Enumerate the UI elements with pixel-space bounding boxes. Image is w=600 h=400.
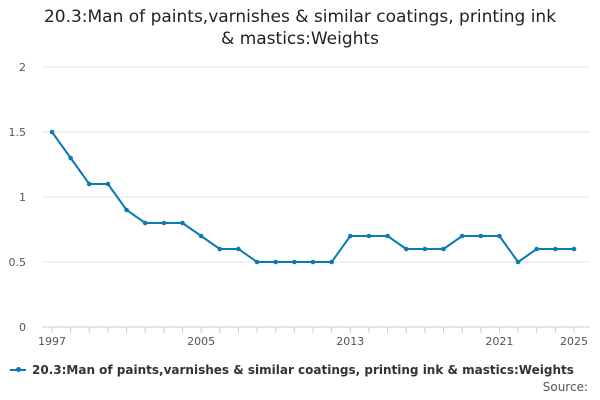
y-tick-label: 2 <box>19 61 26 74</box>
data-point <box>86 181 92 187</box>
data-point <box>571 246 577 252</box>
data-point <box>142 220 148 226</box>
data-point <box>478 233 484 239</box>
data-point <box>553 246 558 252</box>
x-tick-label: 2025 <box>560 335 588 348</box>
data-point <box>68 155 73 161</box>
data-point <box>441 246 446 252</box>
data-point <box>497 233 502 239</box>
data-point <box>292 259 297 265</box>
data-point <box>105 181 111 187</box>
x-tick-label: 1997 <box>38 335 66 348</box>
data-point <box>217 246 223 252</box>
data-point <box>403 246 409 252</box>
data-point <box>366 233 372 239</box>
y-tick-label: 1 <box>19 191 26 204</box>
chart-title-line-1: 20.3:Man of paints,varnishes & similar c… <box>43 7 557 27</box>
source-label: Source: <box>542 380 588 394</box>
legend-label: 20.3:Man of paints,varnishes & similar c… <box>32 363 574 377</box>
data-point <box>124 207 129 213</box>
data-point <box>347 233 353 239</box>
chart-title-line-2: & mastics:Weights <box>221 29 379 49</box>
data-point <box>329 259 334 265</box>
legend[interactable]: 20.3:Man of paints,varnishes & similar c… <box>10 363 574 377</box>
data-point <box>534 246 540 252</box>
chart-title: 20.3:Man of paints,varnishes & similar c… <box>0 6 600 50</box>
data-point <box>310 259 316 265</box>
x-tick-label: 2021 <box>485 335 513 348</box>
legend-line-marker-icon <box>10 367 26 372</box>
data-point <box>459 233 465 239</box>
y-tick-label: 0.5 <box>9 256 27 269</box>
data-point <box>515 259 521 265</box>
y-tick-label: 0 <box>19 321 26 334</box>
data-point <box>180 220 185 226</box>
data-point <box>49 129 55 135</box>
data-point <box>254 259 260 265</box>
data-point <box>273 259 279 265</box>
data-point <box>161 220 167 226</box>
y-tick-label: 1.5 <box>9 126 27 139</box>
x-tick-label: 2005 <box>187 335 215 348</box>
data-point <box>198 233 204 239</box>
data-point <box>422 246 428 252</box>
data-point <box>385 233 390 239</box>
data-point <box>236 246 241 252</box>
x-tick-label: 2013 <box>336 335 364 348</box>
